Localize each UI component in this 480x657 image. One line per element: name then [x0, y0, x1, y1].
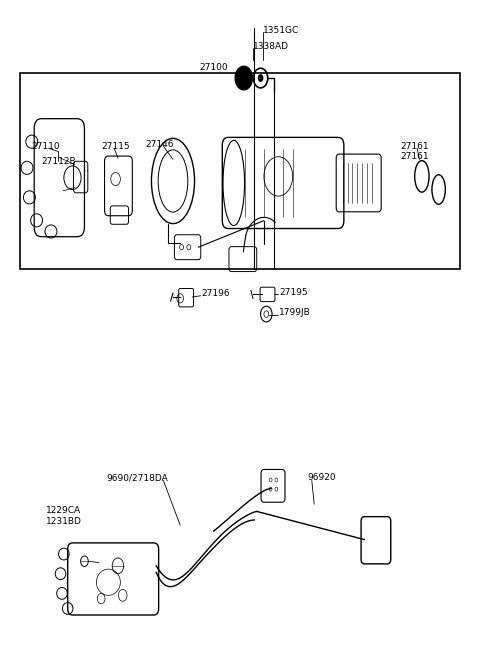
- Text: 27161: 27161: [400, 142, 429, 150]
- Circle shape: [258, 74, 264, 82]
- Text: 96920: 96920: [307, 474, 336, 482]
- Text: 27112B: 27112B: [41, 157, 76, 166]
- Circle shape: [235, 66, 252, 90]
- Text: 27195: 27195: [279, 288, 308, 297]
- Text: 27196: 27196: [202, 289, 230, 298]
- Text: 1229CA: 1229CA: [46, 507, 81, 515]
- Text: 27115: 27115: [101, 142, 130, 150]
- Text: 1231BD: 1231BD: [46, 518, 82, 526]
- Text: 1799JB: 1799JB: [279, 308, 311, 317]
- Bar: [20, 73, 460, 269]
- Text: 27161: 27161: [400, 152, 429, 161]
- Text: 27146: 27146: [146, 141, 174, 149]
- Text: 1351GC: 1351GC: [263, 26, 299, 35]
- Text: 27110: 27110: [32, 142, 60, 150]
- Text: 1338AD: 1338AD: [253, 42, 289, 51]
- Text: 9690/2718DA: 9690/2718DA: [106, 474, 168, 482]
- Text: 27100: 27100: [199, 63, 228, 72]
